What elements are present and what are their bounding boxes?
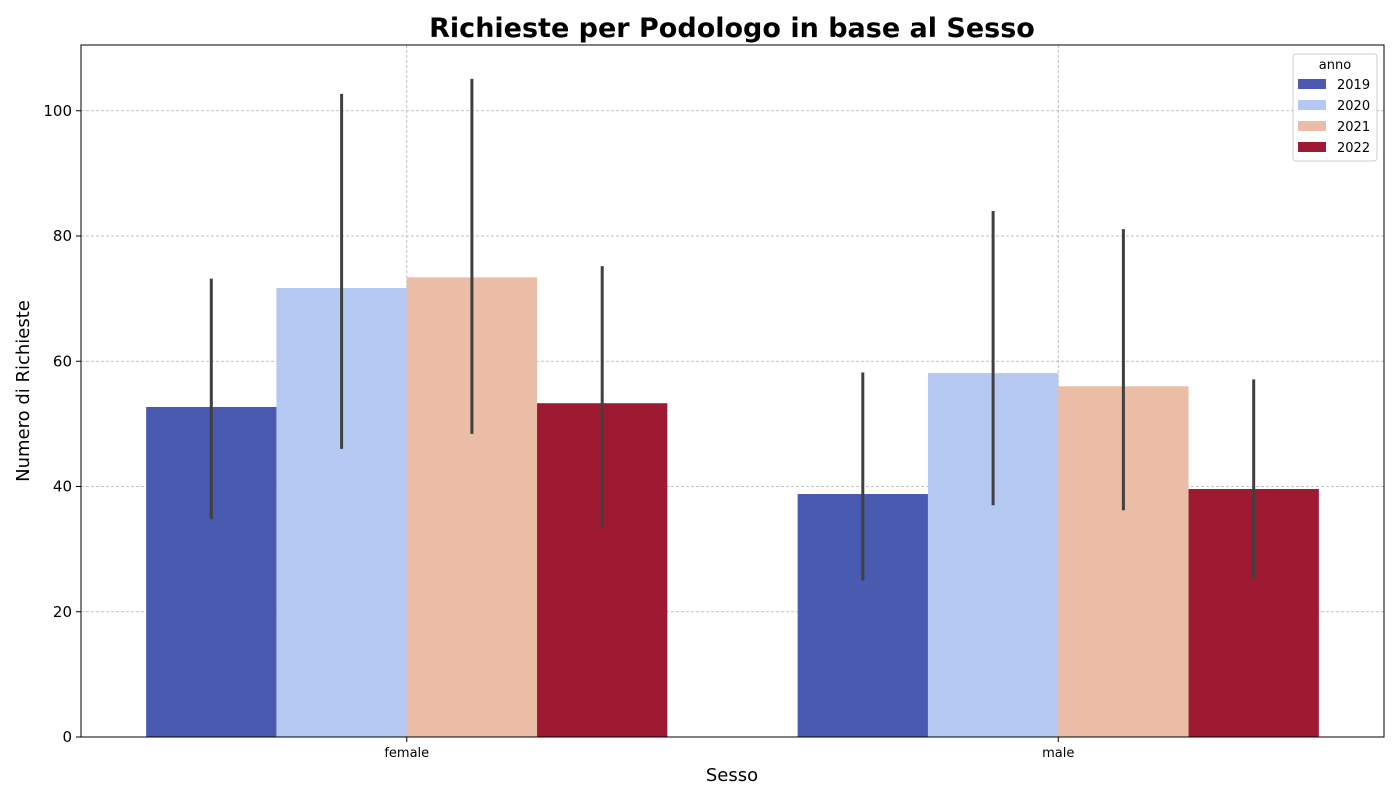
y-axis-ticks: 0 20 40 60 80 100: [43, 102, 81, 746]
y-tick-label: 20: [53, 603, 72, 621]
legend-swatch-2019: [1298, 79, 1326, 89]
legend-label-2022: 2022: [1337, 141, 1370, 156]
legend-swatch-2022: [1298, 142, 1326, 152]
legend-items: 2019 2020 2021 2022: [1298, 78, 1370, 156]
y-tick-label: 60: [53, 352, 72, 370]
error-bars: [209, 78, 1256, 581]
y-tick-label: 100: [43, 102, 72, 120]
legend-label-2019: 2019: [1337, 78, 1370, 93]
y-tick-label: 40: [53, 478, 72, 496]
y-axis-label: Numero di Richieste: [13, 300, 34, 482]
x-axis-ticks: female male: [384, 737, 1074, 761]
y-tick-label: 0: [62, 728, 72, 746]
x-axis-label: Sesso: [706, 765, 758, 786]
legend-label-2021: 2021: [1337, 120, 1370, 135]
plot-frame: [80, 44, 1385, 738]
legend-label-2020: 2020: [1337, 99, 1370, 114]
legend: anno 2019 2020 2021 2022: [1292, 53, 1378, 162]
x-tick-label: male: [1042, 746, 1074, 761]
legend-swatch-2021: [1298, 121, 1326, 131]
x-tick-label: female: [384, 746, 429, 761]
legend-title: anno: [1319, 58, 1351, 73]
legend-swatch-2020: [1298, 100, 1326, 110]
bars: [146, 277, 1319, 737]
chart-title: Richieste per Podologo in base al Sesso: [429, 13, 1035, 44]
y-tick-label: 80: [53, 227, 72, 245]
